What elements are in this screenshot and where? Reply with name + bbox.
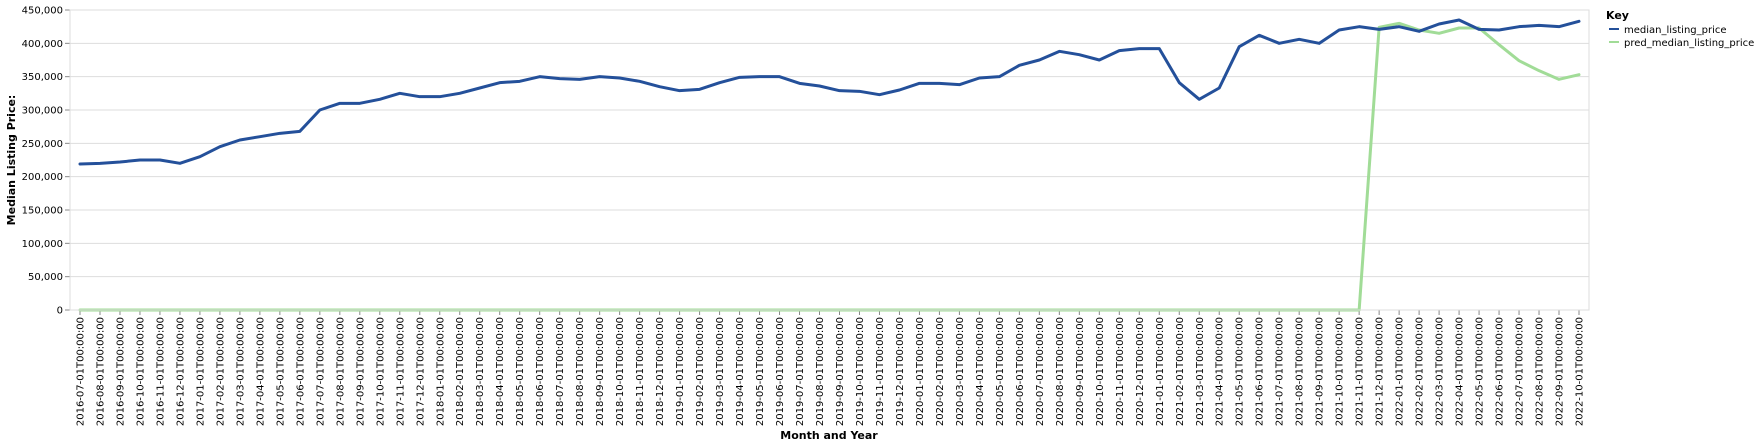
- x-tick-label: 2021-08-01T00:00:00: [1295, 317, 1306, 426]
- x-tick-label: 2022-03-01T00:00:00: [1435, 317, 1446, 426]
- series-layer: [78, 18, 1581, 312]
- x-tick-label: 2017-07-01T00:00:00: [315, 317, 326, 426]
- x-tick-label: 2019-09-01T00:00:00: [835, 317, 846, 426]
- y-tick-label: 250,000: [22, 139, 63, 150]
- x-tick-label: 2018-07-01T00:00:00: [555, 317, 566, 426]
- x-tick-label: 2019-10-01T00:00:00: [855, 317, 866, 426]
- x-tick-label: 2018-10-01T00:00:00: [615, 317, 626, 426]
- x-tick-label: 2021-05-01T00:00:00: [1235, 317, 1246, 426]
- series-line-median-listing-price: [78, 18, 1581, 166]
- x-tick-label: 2019-03-01T00:00:00: [715, 317, 726, 426]
- y-tick-label: 350,000: [22, 72, 63, 83]
- x-tick-label: 2022-06-01T00:00:00: [1495, 317, 1506, 426]
- x-tick-label: 2018-04-01T00:00:00: [495, 317, 506, 426]
- x-tick-label: 2019-06-01T00:00:00: [775, 317, 786, 426]
- x-tick-label: 2017-12-01T00:00:00: [415, 317, 426, 426]
- y-tick-label: 150,000: [22, 206, 63, 217]
- y-tick-label: 450,000: [22, 6, 63, 17]
- x-tick-label: 2017-04-01T00:00:00: [255, 317, 266, 426]
- x-tick-label: 2022-05-01T00:00:00: [1475, 317, 1486, 426]
- x-tick-label: 2022-08-01T00:00:00: [1535, 317, 1546, 426]
- x-tick-label: 2020-07-01T00:00:00: [1035, 317, 1046, 426]
- x-tick-label: 2019-02-01T00:00:00: [695, 317, 706, 426]
- plot-frame: [69, 9, 1590, 311]
- x-tick-label: 2021-04-01T00:00:00: [1215, 317, 1226, 426]
- x-tick-label: 2018-12-01T00:00:00: [655, 317, 666, 426]
- x-tick-label: 2016-11-01T00:00:00: [155, 317, 166, 426]
- x-tick-label: 2021-01-01T00:00:00: [1155, 317, 1166, 426]
- y-tick-label: 200,000: [22, 172, 63, 183]
- x-tick-label: 2017-03-01T00:00:00: [235, 317, 246, 426]
- x-tick-label: 2019-08-01T00:00:00: [815, 317, 826, 426]
- y-tick-label: 100,000: [22, 239, 63, 250]
- x-axis: 2016-07-01T00:00:00 2016-08-01T00:00:00 20…: [70, 309, 1589, 426]
- x-tick-label: 2022-09-01T00:00:00: [1555, 317, 1566, 426]
- y-axis: 0 50,000 100,000 150,000 200,000 250,000 300,0…: [22, 6, 71, 317]
- x-tick-label: 2021-02-01T00:00:00: [1175, 317, 1186, 426]
- x-tick-label: 2019-01-01T00:00:00: [675, 317, 686, 426]
- x-tick-label: 2020-06-01T00:00:00: [1015, 317, 1026, 426]
- x-tick-label: 2018-01-01T00:00:00: [435, 317, 446, 426]
- x-tick-label: 2020-03-01T00:00:00: [955, 317, 966, 426]
- x-tick-label: 2018-09-01T00:00:00: [595, 317, 606, 426]
- x-tick-label: 2017-01-01T00:00:00: [195, 317, 206, 426]
- x-tick-label: 2018-05-01T00:00:00: [515, 317, 526, 426]
- x-tick-label: 2017-02-01T00:00:00: [215, 317, 226, 426]
- x-tick-label: 2021-11-01T00:00:00: [1355, 317, 1366, 426]
- x-tick-label: 2017-08-01T00:00:00: [335, 317, 346, 426]
- x-tick-label: 2017-05-01T00:00:00: [275, 317, 286, 426]
- x-tick-label: 2020-04-01T00:00:00: [975, 317, 986, 426]
- x-tick-label: 2017-06-01T00:00:00: [295, 317, 306, 426]
- x-tick-label: 2016-08-01T00:00:00: [95, 317, 106, 426]
- legend-title: Key: [1606, 9, 1629, 22]
- x-tick-label: 2020-02-01T00:00:00: [935, 317, 946, 426]
- x-tick-label: 2022-10-01T00:00:00: [1575, 317, 1586, 426]
- legend: Key median_listing_price pred_median_list…: [1606, 9, 1754, 49]
- x-axis-title: Month and Year: [780, 429, 878, 442]
- x-tick-label: 2019-12-01T00:00:00: [895, 317, 906, 426]
- x-tick-label: 2021-10-01T00:00:00: [1335, 317, 1346, 426]
- y-tick-label: 400,000: [22, 39, 63, 50]
- x-tick-label: 2018-03-01T00:00:00: [475, 317, 486, 426]
- x-tick-label: 2021-09-01T00:00:00: [1315, 317, 1326, 426]
- x-tick-label: 2018-02-01T00:00:00: [455, 317, 466, 426]
- x-tick-label: 2022-02-01T00:00:00: [1415, 317, 1426, 426]
- x-tick-label: 2020-11-01T00:00:00: [1115, 317, 1126, 426]
- x-tick-label: 2020-08-01T00:00:00: [1055, 317, 1066, 426]
- x-tick-label: 2016-09-01T00:00:00: [115, 317, 126, 426]
- x-tick-label: 2020-12-01T00:00:00: [1135, 317, 1146, 426]
- y-axis-title: Median Listing Price:: [5, 95, 18, 226]
- series-line-pred-median-listing-price: [78, 21, 1581, 312]
- x-tick-label: 2018-11-01T00:00:00: [635, 317, 646, 426]
- x-tick-label: 2021-12-01T00:00:00: [1375, 317, 1386, 426]
- x-tick-label: 2017-11-01T00:00:00: [395, 317, 406, 426]
- x-tick-label: 2021-07-01T00:00:00: [1275, 317, 1286, 426]
- x-tick-label: 2021-06-01T00:00:00: [1255, 317, 1266, 426]
- x-tick-label: 2020-01-01T00:00:00: [915, 317, 926, 426]
- x-tick-label: 2018-06-01T00:00:00: [535, 317, 546, 426]
- x-tick-label: 2019-04-01T00:00:00: [735, 317, 746, 426]
- y-tick-label: 0: [57, 306, 63, 317]
- y-tick-label: 50,000: [28, 272, 63, 283]
- x-tick-label: 2019-07-01T00:00:00: [795, 317, 806, 426]
- y-tick-label: 300,000: [22, 106, 63, 117]
- x-tick-label: 2017-09-01T00:00:00: [355, 317, 366, 426]
- x-tick-label: 2017-10-01T00:00:00: [375, 317, 386, 426]
- x-tick-label: 2019-11-01T00:00:00: [875, 317, 886, 426]
- x-tick-label: 2016-12-01T00:00:00: [175, 317, 186, 426]
- x-tick-label: 2020-10-01T00:00:00: [1095, 317, 1106, 426]
- legend-label: median_listing_price: [1624, 25, 1727, 36]
- x-tick-label: 2016-10-01T00:00:00: [135, 317, 146, 426]
- x-tick-label: 2019-05-01T00:00:00: [755, 317, 766, 426]
- x-tick-label: 2022-07-01T00:00:00: [1515, 317, 1526, 426]
- legend-label: pred_median_listing_price: [1624, 38, 1754, 49]
- x-tick-label: 2022-01-01T00:00:00: [1395, 317, 1406, 426]
- x-tick-label: 2016-07-01T00:00:00: [76, 317, 87, 426]
- x-tick-label: 2022-04-01T00:00:00: [1455, 317, 1466, 426]
- x-tick-label: 2018-08-01T00:00:00: [575, 317, 586, 426]
- x-tick-label: 2020-09-01T00:00:00: [1075, 317, 1086, 426]
- x-tick-label: 2020-05-01T00:00:00: [995, 317, 1006, 426]
- x-tick-label: 2021-03-01T00:00:00: [1195, 317, 1206, 426]
